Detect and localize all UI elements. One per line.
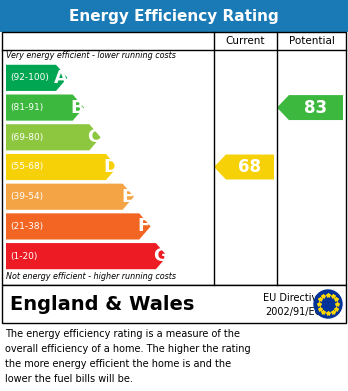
Text: B: B [71,99,84,117]
Text: the more energy efficient the home is and the: the more energy efficient the home is an… [5,359,231,369]
Text: 2002/91/EC: 2002/91/EC [265,307,322,317]
Text: D: D [103,158,118,176]
Text: 68: 68 [238,158,261,176]
Text: The energy efficiency rating is a measure of the: The energy efficiency rating is a measur… [5,328,240,339]
Polygon shape [6,154,117,180]
Text: (39-54): (39-54) [10,192,43,201]
Text: Very energy efficient - lower running costs: Very energy efficient - lower running co… [6,51,176,60]
Polygon shape [214,154,274,179]
Polygon shape [6,95,84,121]
Text: lower the fuel bills will be.: lower the fuel bills will be. [5,374,133,384]
Polygon shape [6,124,101,151]
Polygon shape [6,65,68,91]
Polygon shape [277,95,343,120]
Bar [2,285,346,323]
Text: overall efficiency of a home. The higher the rating: overall efficiency of a home. The higher… [5,344,251,354]
Bar [2,32,346,285]
Text: (69-80): (69-80) [10,133,43,142]
Text: (81-91): (81-91) [10,103,43,112]
Text: (92-100): (92-100) [10,74,49,83]
Circle shape [314,290,342,318]
Text: (55-68): (55-68) [10,163,43,172]
Polygon shape [6,184,134,210]
Text: 83: 83 [304,99,327,117]
Polygon shape [6,213,151,240]
Text: Not energy efficient - higher running costs: Not energy efficient - higher running co… [6,272,176,281]
Polygon shape [6,243,167,269]
Text: G: G [153,247,168,265]
Text: England & Wales: England & Wales [10,294,195,314]
Text: F: F [138,217,150,235]
Text: C: C [87,128,101,146]
Text: E: E [121,188,133,206]
Text: (1-20): (1-20) [10,252,37,261]
Bar [0,0,348,32]
Text: (21-38): (21-38) [10,222,43,231]
Text: Energy Efficiency Rating: Energy Efficiency Rating [69,9,279,23]
Text: A: A [54,69,68,87]
Text: Potential: Potential [288,36,334,46]
Text: EU Directive: EU Directive [263,292,324,303]
Text: Current: Current [226,36,265,46]
